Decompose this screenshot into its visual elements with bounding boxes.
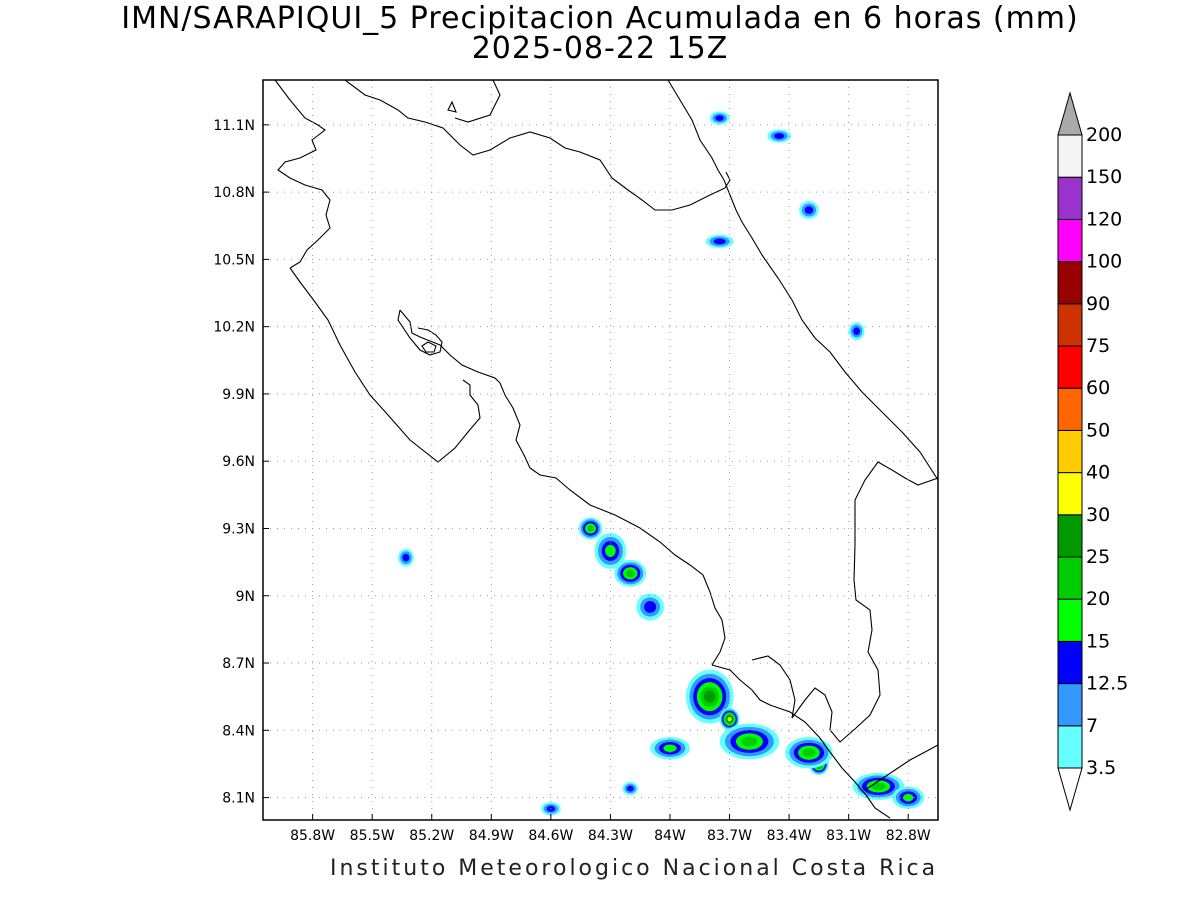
precip-contour <box>587 525 594 532</box>
legend-label: 15 <box>1086 630 1110 652</box>
legend-label: 90 <box>1086 293 1110 315</box>
legend-label: 60 <box>1086 377 1110 399</box>
lat-tick-label: 9.3N <box>222 521 255 537</box>
legend-swatch <box>1057 134 1083 178</box>
lon-tick-label: 83.1W <box>826 828 871 844</box>
legend-swatch <box>1057 429 1083 474</box>
north-border <box>344 80 731 211</box>
legend-label: 12.5 <box>1086 673 1128 695</box>
legend-swatch <box>1057 261 1083 305</box>
lat-tick-label: 8.1N <box>222 791 255 807</box>
lat-tick-label: 10.5N <box>213 252 255 268</box>
lat-tick-label: 10.8N <box>213 185 255 201</box>
precip-contour <box>871 782 886 791</box>
osa-peninsula <box>711 664 891 819</box>
nicaragua-coast <box>274 80 331 269</box>
legend-label: 20 <box>1086 588 1110 610</box>
lat-tick-label: 9.9N <box>222 387 255 403</box>
lon-tick-label: 84.9W <box>469 828 514 844</box>
lat-tick-label: 8.7N <box>222 656 255 672</box>
precip-contour <box>902 793 914 802</box>
precipitation-field <box>398 111 925 816</box>
graticule <box>263 80 938 820</box>
legend-label: 120 <box>1086 208 1122 230</box>
legend-swatch <box>1057 640 1083 685</box>
legend-label: 25 <box>1086 546 1110 568</box>
lon-tick-label: 85.2W <box>409 828 454 844</box>
legend-swatch <box>1057 725 1083 769</box>
lon-tick-label: 84.6W <box>528 828 573 844</box>
nicoya-peninsula <box>399 309 726 666</box>
precip-contour <box>626 785 634 792</box>
legend-label: 100 <box>1086 251 1122 273</box>
nicaragua-north-coast <box>454 80 501 123</box>
legend-max-arrow <box>1057 91 1083 136</box>
precip-contour <box>802 748 816 758</box>
legend-label: 3.5 <box>1086 757 1116 779</box>
legend-swatch <box>1057 387 1083 431</box>
legend-swatch <box>1057 598 1083 642</box>
lon-tick-label: 84W <box>654 828 686 844</box>
precip-contour <box>625 569 635 578</box>
latitude-axis: 11.1N 10.8N 10.5N 10.2N 9.9N 9.6N 9.3N 9N 8.7N 8.… <box>213 118 269 807</box>
precip-contour <box>853 327 861 335</box>
precip-contour <box>804 206 814 214</box>
lon-tick-label: 85.8W <box>290 828 335 844</box>
gulf-coast <box>289 267 481 463</box>
lon-tick-label: 84.3W <box>588 828 633 844</box>
legend-label: 150 <box>1086 166 1122 188</box>
legend-swatch <box>1057 514 1083 558</box>
plot-frame <box>262 79 939 821</box>
longitude-axis: 85.8W 85.5W 85.2W 84.9W 84.6W 84.3W 84W 83.7W 83… <box>290 814 931 844</box>
nicaragua-costa-rica-border <box>447 100 457 113</box>
precip-contour <box>715 115 724 122</box>
lon-tick-label: 83.7W <box>707 828 752 844</box>
legend-label: 200 <box>1086 124 1122 146</box>
institution-credit: Instituto Meteorologico Nacional Costa R… <box>330 856 939 881</box>
legend-min-arrow <box>1057 767 1083 812</box>
legend-swatch <box>1057 683 1083 727</box>
legend-swatch <box>1057 176 1083 220</box>
legend-label: 50 <box>1086 419 1110 441</box>
lat-tick-label: 10.2N <box>213 320 255 336</box>
precip-contour <box>605 544 616 557</box>
caribbean-coast <box>667 80 938 481</box>
color-legend: 3.5 7 12.5 15 20 25 30 40 50 60 75 90 100 120 150 200 <box>1057 91 1128 812</box>
nicoya-island <box>421 341 437 353</box>
lon-tick-label: 83.4W <box>767 828 812 844</box>
legend-swatch <box>1057 218 1083 263</box>
legend-swatch <box>1057 345 1083 389</box>
legend-label: 75 <box>1086 335 1110 357</box>
panama-border <box>864 744 938 791</box>
lat-tick-label: 9.6N <box>222 454 255 470</box>
precip-contour <box>644 601 657 613</box>
map-title: IMN/SARAPIQUI_5 Precipitacion Acumulada … <box>121 1 1079 36</box>
map-valid-time: 2025-08-22 15Z <box>471 31 729 66</box>
coastline <box>274 80 938 819</box>
lat-tick-label: 11.1N <box>213 118 255 134</box>
precip-contour <box>402 553 410 562</box>
legend-label: 7 <box>1086 715 1098 737</box>
lon-tick-label: 85.5W <box>350 828 395 844</box>
lat-tick-label: 9N <box>236 589 255 605</box>
legend-swatch <box>1057 556 1083 600</box>
precip-contour <box>663 744 677 752</box>
lat-tick-label: 8.4N <box>222 723 255 739</box>
precip-contour <box>727 716 732 722</box>
legend-swatch <box>1057 303 1083 347</box>
legend-label: 40 <box>1086 462 1110 484</box>
precip-contour <box>704 690 716 703</box>
golfito-coast <box>751 461 938 743</box>
precip-contour <box>713 238 726 245</box>
lon-tick-label: 82.8W <box>886 828 931 844</box>
legend-label: 30 <box>1086 504 1110 526</box>
precip-contour <box>774 133 785 139</box>
legend-swatch <box>1057 472 1083 516</box>
precip-contour <box>741 736 758 747</box>
